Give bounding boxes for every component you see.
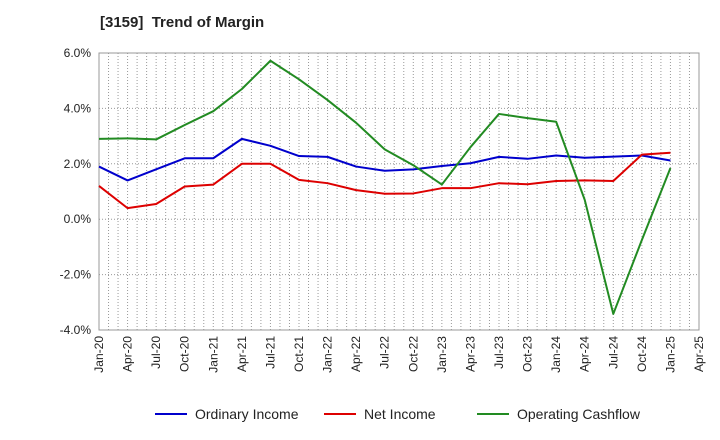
x-tick-label: Jul-20 [149, 336, 163, 369]
x-tick-label: Oct-22 [406, 336, 420, 372]
x-tick-label: Apr-23 [463, 336, 477, 372]
y-tick-label: 6.0% [64, 46, 92, 60]
x-tick-label: Oct-24 [635, 336, 649, 372]
legend-label: Net Income [364, 406, 436, 422]
x-tick-label: Jan-21 [206, 336, 220, 373]
series-lines [98, 59, 672, 315]
x-tick-label: Jan-20 [92, 336, 106, 373]
x-tick-label: Jan-23 [435, 336, 449, 373]
x-tick-label: Jan-25 [663, 336, 677, 373]
x-axis-tick-labels: Jan-20 Apr-20 Jul-20 Oct-20 Jan-21 Apr-21 Jul-… [92, 336, 706, 373]
series-line-ordinary-income [98, 137, 671, 182]
x-tick-label: Apr-24 [578, 336, 592, 372]
y-tick-label: 2.0% [64, 157, 92, 171]
x-tick-label: Oct-23 [521, 336, 535, 372]
legend-label: Operating Cashflow [517, 406, 641, 422]
series-line-operating-cashflow [98, 59, 672, 315]
y-tick-label: 4.0% [64, 101, 92, 115]
x-tick-label: Apr-21 [235, 336, 249, 372]
x-tick-label: Jul-21 [263, 336, 277, 369]
legend: Ordinary Income Net Income Operating Cashf… [155, 406, 641, 422]
grid-lines [99, 52, 699, 331]
x-tick-label: Apr-25 [692, 336, 706, 372]
x-tick-label: Jul-24 [606, 336, 620, 369]
y-tick-label: -2.0% [60, 268, 92, 282]
x-tick-label: Jul-22 [378, 336, 392, 369]
plot-area [98, 52, 700, 331]
legend-label: Ordinary Income [195, 406, 299, 422]
x-tick-label: Jan-24 [549, 336, 563, 373]
y-tick-label: 0.0% [64, 212, 92, 226]
series-line-net-income [98, 151, 671, 210]
x-tick-label: Oct-20 [178, 336, 192, 372]
x-tick-label: Jul-23 [492, 336, 506, 369]
y-tick-label: -4.0% [60, 323, 92, 337]
x-tick-label: Jan-22 [321, 336, 335, 373]
x-tick-label: Apr-20 [121, 336, 135, 372]
x-tick-label: Apr-22 [349, 336, 363, 372]
y-axis-tick-labels: 6.0% 4.0% 2.0% 0.0% -2.0% -4.0% [60, 46, 92, 337]
x-tick-label: Oct-21 [292, 336, 306, 372]
chart-title: [3159] Trend of Margin [100, 14, 265, 31]
